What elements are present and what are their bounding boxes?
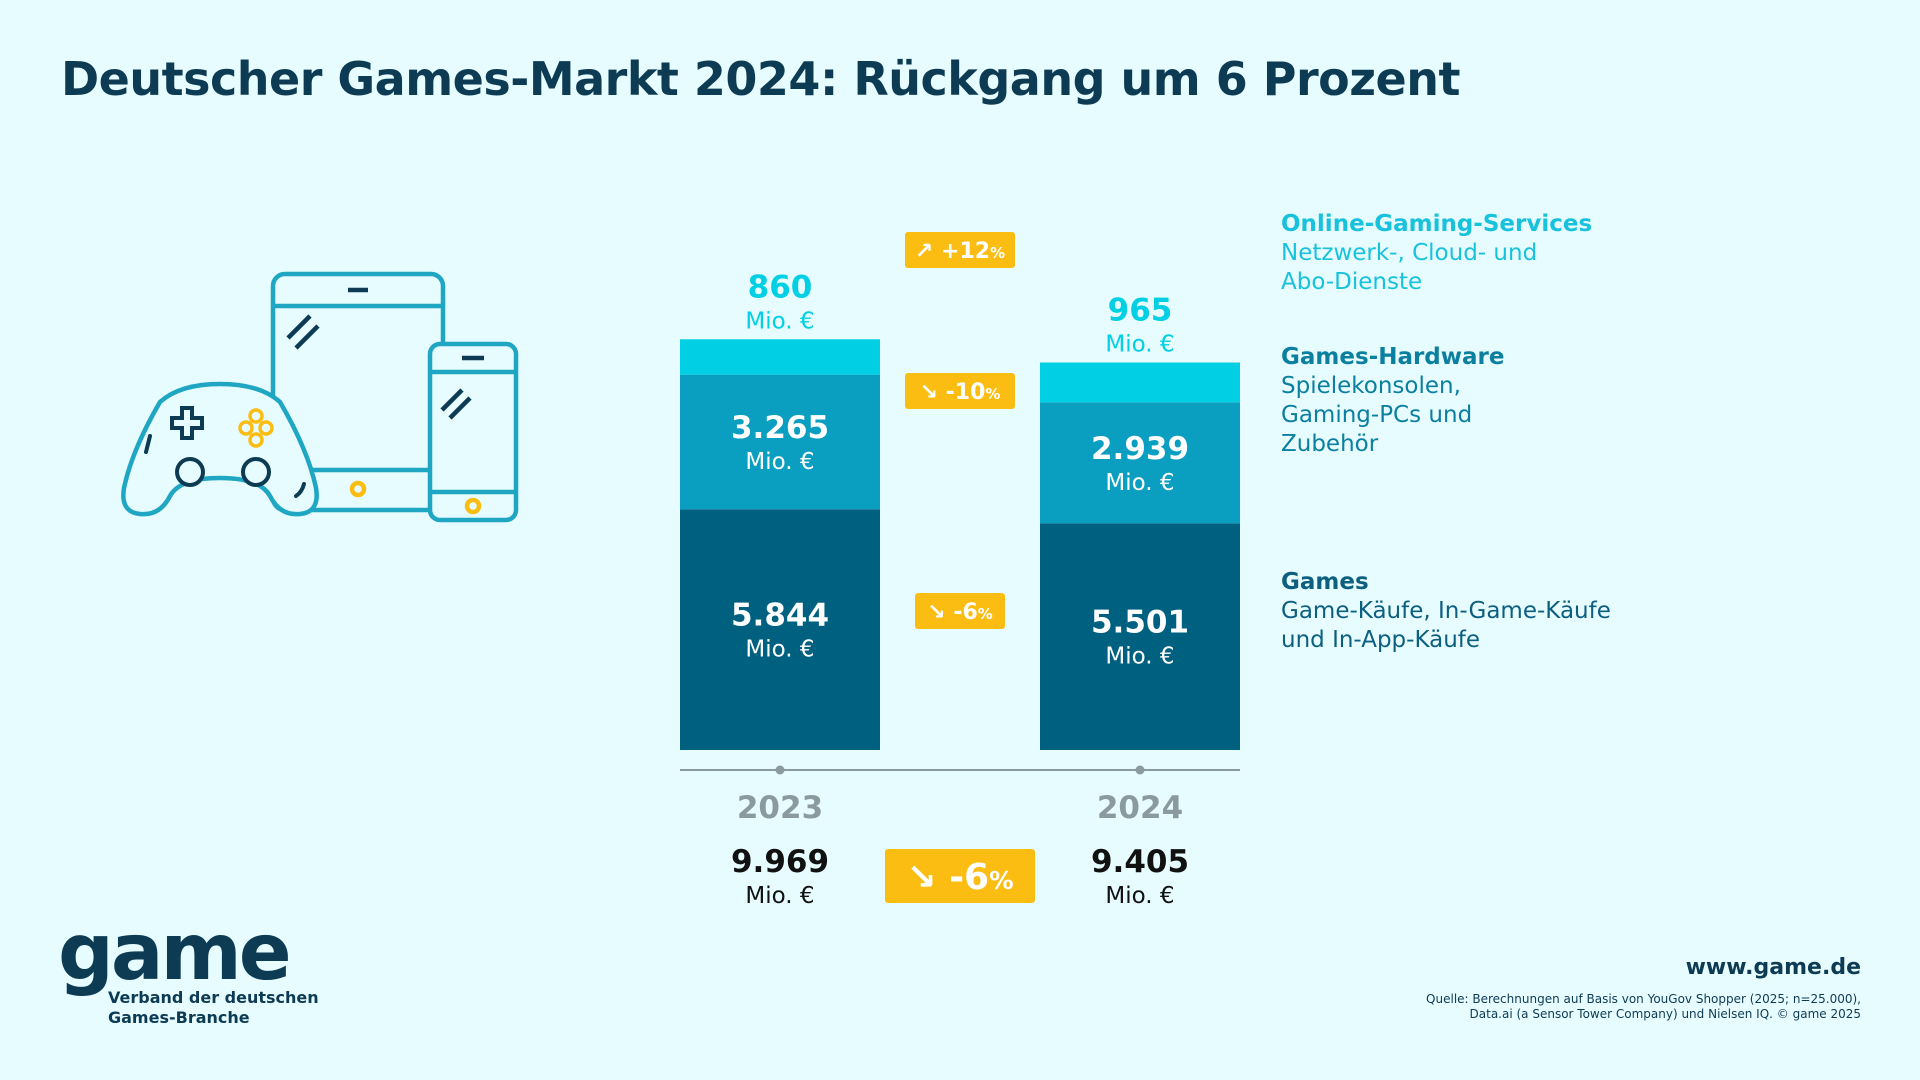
change-badge-online-gaming-services-value: +12 <box>941 239 990 264</box>
legend-games-hardware: Games-Hardware Spielekonsolen, Gaming-PC… <box>1281 343 1505 459</box>
bar-games-2024 <box>1040 523 1240 750</box>
change-badge-games-text: ↘ -6% <box>927 600 993 625</box>
total-label-2023-value: 9.969 <box>731 844 829 880</box>
data-label-games-2023-value: 5.844 <box>731 598 829 634</box>
change-badge-games-arrow-icon: ↘ <box>927 600 953 625</box>
change-badge-online-gaming-services-arrow-icon: ↗ <box>915 239 941 264</box>
legend-games: Games Game-Käufe, In-Game-Käufe und In-A… <box>1281 568 1611 655</box>
change-badge-games-hardware-value: -10 <box>946 380 986 405</box>
data-label-games-2024: 5.501 Mio. € <box>1091 605 1189 670</box>
logo-wordmark: game <box>58 908 292 998</box>
change-badge-online-gaming-services-suffix: % <box>990 244 1005 262</box>
legend-title: Games-Hardware <box>1281 344 1505 370</box>
logo-subtitle: Verband der deutschen Games-Branche <box>108 988 319 1027</box>
change-badge-games-hardware-text: ↘ -10% <box>920 380 1001 405</box>
x-tick-label-2023: 2023 <box>737 790 823 826</box>
total-label-2024-unit: Mio. € <box>1105 883 1174 909</box>
devices-illustration <box>121 271 519 523</box>
data-label-games-2023: 5.844 Mio. € <box>731 598 829 663</box>
legend-description: Netzwerk-, Cloud- und Abo-Dienste <box>1281 240 1538 295</box>
x-tick-label-2024: 2024 <box>1097 790 1183 826</box>
legend-description: Game-Käufe, In-Game-Käufe und In-App-Käu… <box>1281 598 1611 653</box>
data-label-games-hardware-2024-value: 2.939 <box>1091 431 1189 467</box>
data-label-online-gaming-services-2023-unit: Mio. € <box>745 308 814 334</box>
total-label-2023: 9.969 Mio. € <box>731 844 829 909</box>
smartphone-icon <box>427 341 519 523</box>
page-title: Deutscher Games-Markt 2024: Rückgang um … <box>61 52 1460 106</box>
legend-online-gaming-services: Online-Gaming-Services Netzwerk-, Cloud-… <box>1281 210 1592 297</box>
bar-games-hardware-2024 <box>1040 402 1240 524</box>
total-change-badge-suffix: % <box>989 866 1014 895</box>
source-note: Quelle: Berechnungen auf Basis von YouGo… <box>1426 992 1861 1021</box>
change-badge-games-value: -6 <box>953 600 977 625</box>
legend-description: Spielekonsolen, Gaming-PCs und Zubehör <box>1281 373 1473 457</box>
change-badge-games-suffix: % <box>978 605 993 623</box>
total-change-badge-value: -6 <box>949 857 989 898</box>
total-label-2024: 9.405 Mio. € <box>1091 844 1189 909</box>
data-label-online-gaming-services-2024: 965 Mio. € <box>1105 293 1174 358</box>
change-badge-games-background <box>915 593 1005 629</box>
game-logo: game Verband der deutschen Games-Branche <box>58 908 319 1028</box>
bar-online-gaming-services-2024 <box>1040 362 1240 403</box>
data-label-games-hardware-2023-unit: Mio. € <box>745 449 814 475</box>
bar-games-2023 <box>680 509 880 750</box>
total-change-badge-text: ↘ -6% <box>906 857 1013 898</box>
change-badge-online-gaming-services-background <box>905 232 1015 268</box>
total-label-2023-unit: Mio. € <box>745 883 814 909</box>
change-badge-games-hardware-suffix: % <box>985 385 1000 403</box>
data-label-games-hardware-2023: 3.265 Mio. € <box>731 410 829 475</box>
total-label-2024-value: 9.405 <box>1091 844 1189 880</box>
change-badge-games-hardware-arrow-icon: ↘ <box>920 380 946 405</box>
legend-title: Games <box>1281 569 1369 595</box>
change-badge-games-hardware-background <box>905 373 1015 409</box>
legend-title: Online-Gaming-Services <box>1281 211 1593 237</box>
bar-online-gaming-services-2023 <box>680 339 880 375</box>
data-label-games-hardware-2024-unit: Mio. € <box>1105 470 1174 496</box>
data-label-games-2024-value: 5.501 <box>1091 605 1189 641</box>
data-label-online-gaming-services-2023-value: 860 <box>748 269 813 305</box>
data-label-games-hardware-2023-value: 3.265 <box>731 410 829 446</box>
bar-games-hardware-2023 <box>680 374 880 510</box>
data-label-online-gaming-services-2024-unit: Mio. € <box>1105 332 1174 358</box>
change-badge-games-hardware: ↘ -10% <box>905 373 1015 409</box>
data-label-online-gaming-services-2023: 860 Mio. € <box>745 269 814 334</box>
data-label-games-2024-unit: Mio. € <box>1105 644 1174 670</box>
data-label-games-hardware-2024: 2.939 Mio. € <box>1091 431 1189 496</box>
change-badge-online-gaming-services: ↗ +12% <box>905 232 1015 268</box>
total-change-badge: ↘ -6% <box>885 849 1035 903</box>
change-badge-online-gaming-services-text: ↗ +12% <box>915 239 1005 264</box>
website-link[interactable]: www.game.de <box>1685 955 1861 980</box>
data-label-online-gaming-services-2024-value: 965 <box>1108 293 1173 329</box>
data-label-games-2023-unit: Mio. € <box>745 637 814 663</box>
total-change-badge-background <box>885 849 1035 903</box>
change-badge-games: ↘ -6% <box>915 593 1005 629</box>
total-change-badge-arrow-icon: ↘ <box>906 857 949 898</box>
gamepad-icon <box>121 381 319 517</box>
